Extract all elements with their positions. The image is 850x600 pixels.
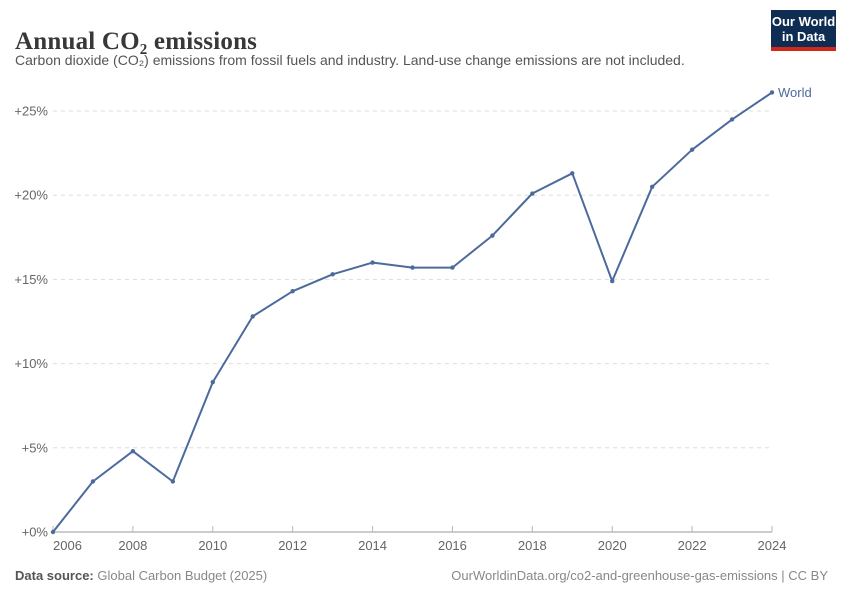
owid-logo-text-line2: in Data: [781, 29, 826, 44]
x-axis-tick-label: 2006: [53, 538, 82, 553]
x-axis-tick-label: 2020: [598, 538, 627, 553]
data-point-2006[interactable]: [50, 529, 56, 535]
y-axis-tick-label: +10%: [14, 356, 48, 371]
data-point-2019[interactable]: [570, 171, 575, 176]
x-axis-tick-label: 2018: [518, 538, 547, 553]
data-point-2008[interactable]: [130, 448, 136, 454]
datasource-value[interactable]: Global Carbon Budget (2025): [97, 568, 268, 583]
chart-subtitle: Carbon dioxide (CO₂) emissions from foss…: [15, 52, 685, 68]
y-axis-tick-label: +25%: [14, 104, 48, 119]
series-label-world[interactable]: World: [778, 85, 812, 100]
owid-logo[interactable]: Our World in Data: [771, 10, 836, 51]
data-point-2011[interactable]: [250, 314, 255, 319]
data-point-2010[interactable]: [210, 379, 215, 385]
data-point-2012[interactable]: [290, 288, 295, 294]
data-point-2018[interactable]: [530, 191, 535, 196]
x-axis-tick-label: 2008: [118, 538, 147, 553]
data-point-2024[interactable]: [769, 90, 775, 95]
footer-datasource: Data source: Global Carbon Budget (2025): [15, 568, 267, 583]
x-axis-tick-label: 2024: [758, 538, 787, 553]
data-point-2013[interactable]: [330, 272, 335, 277]
footer-citation[interactable]: OurWorldinData.org/co2-and-greenhouse-ga…: [451, 568, 828, 583]
y-axis-tick-label: +0%: [22, 525, 49, 540]
data-point-2007[interactable]: [90, 479, 96, 484]
y-axis-tick-label: +15%: [14, 272, 48, 287]
data-point-2014[interactable]: [370, 260, 375, 265]
data-point-2009[interactable]: [170, 479, 176, 484]
data-point-2022[interactable]: [689, 147, 695, 152]
data-point-2017[interactable]: [490, 233, 495, 238]
data-point-2015[interactable]: [410, 265, 415, 270]
chart-svg[interactable]: +0% +5% +10% +15% +20% +25% 2006 2008 2010 2012 20…: [0, 80, 850, 560]
data-point-2016[interactable]: [450, 265, 455, 270]
page-title: Annual CO₂ emissions: [15, 27, 258, 55]
x-axis-tick-label: 2022: [678, 538, 707, 553]
data-point-2021[interactable]: [649, 184, 655, 189]
y-axis-tick-label: +5%: [22, 440, 49, 455]
world-line[interactable]: [52, 91, 773, 533]
data-point-2020[interactable]: [610, 278, 615, 284]
x-axis-tick-label: 2014: [358, 538, 387, 553]
x-axis-tick-label: 2016: [438, 538, 467, 553]
data-point-2023[interactable]: [729, 117, 735, 122]
owid-logo-text-line1: Our World: [771, 14, 836, 29]
datasource-label: Data source:: [15, 568, 94, 583]
x-axis-tick-label: 2010: [198, 538, 227, 553]
y-axis-tick-label: +20%: [14, 188, 48, 203]
x-axis-tick-label: 2012: [278, 538, 307, 553]
